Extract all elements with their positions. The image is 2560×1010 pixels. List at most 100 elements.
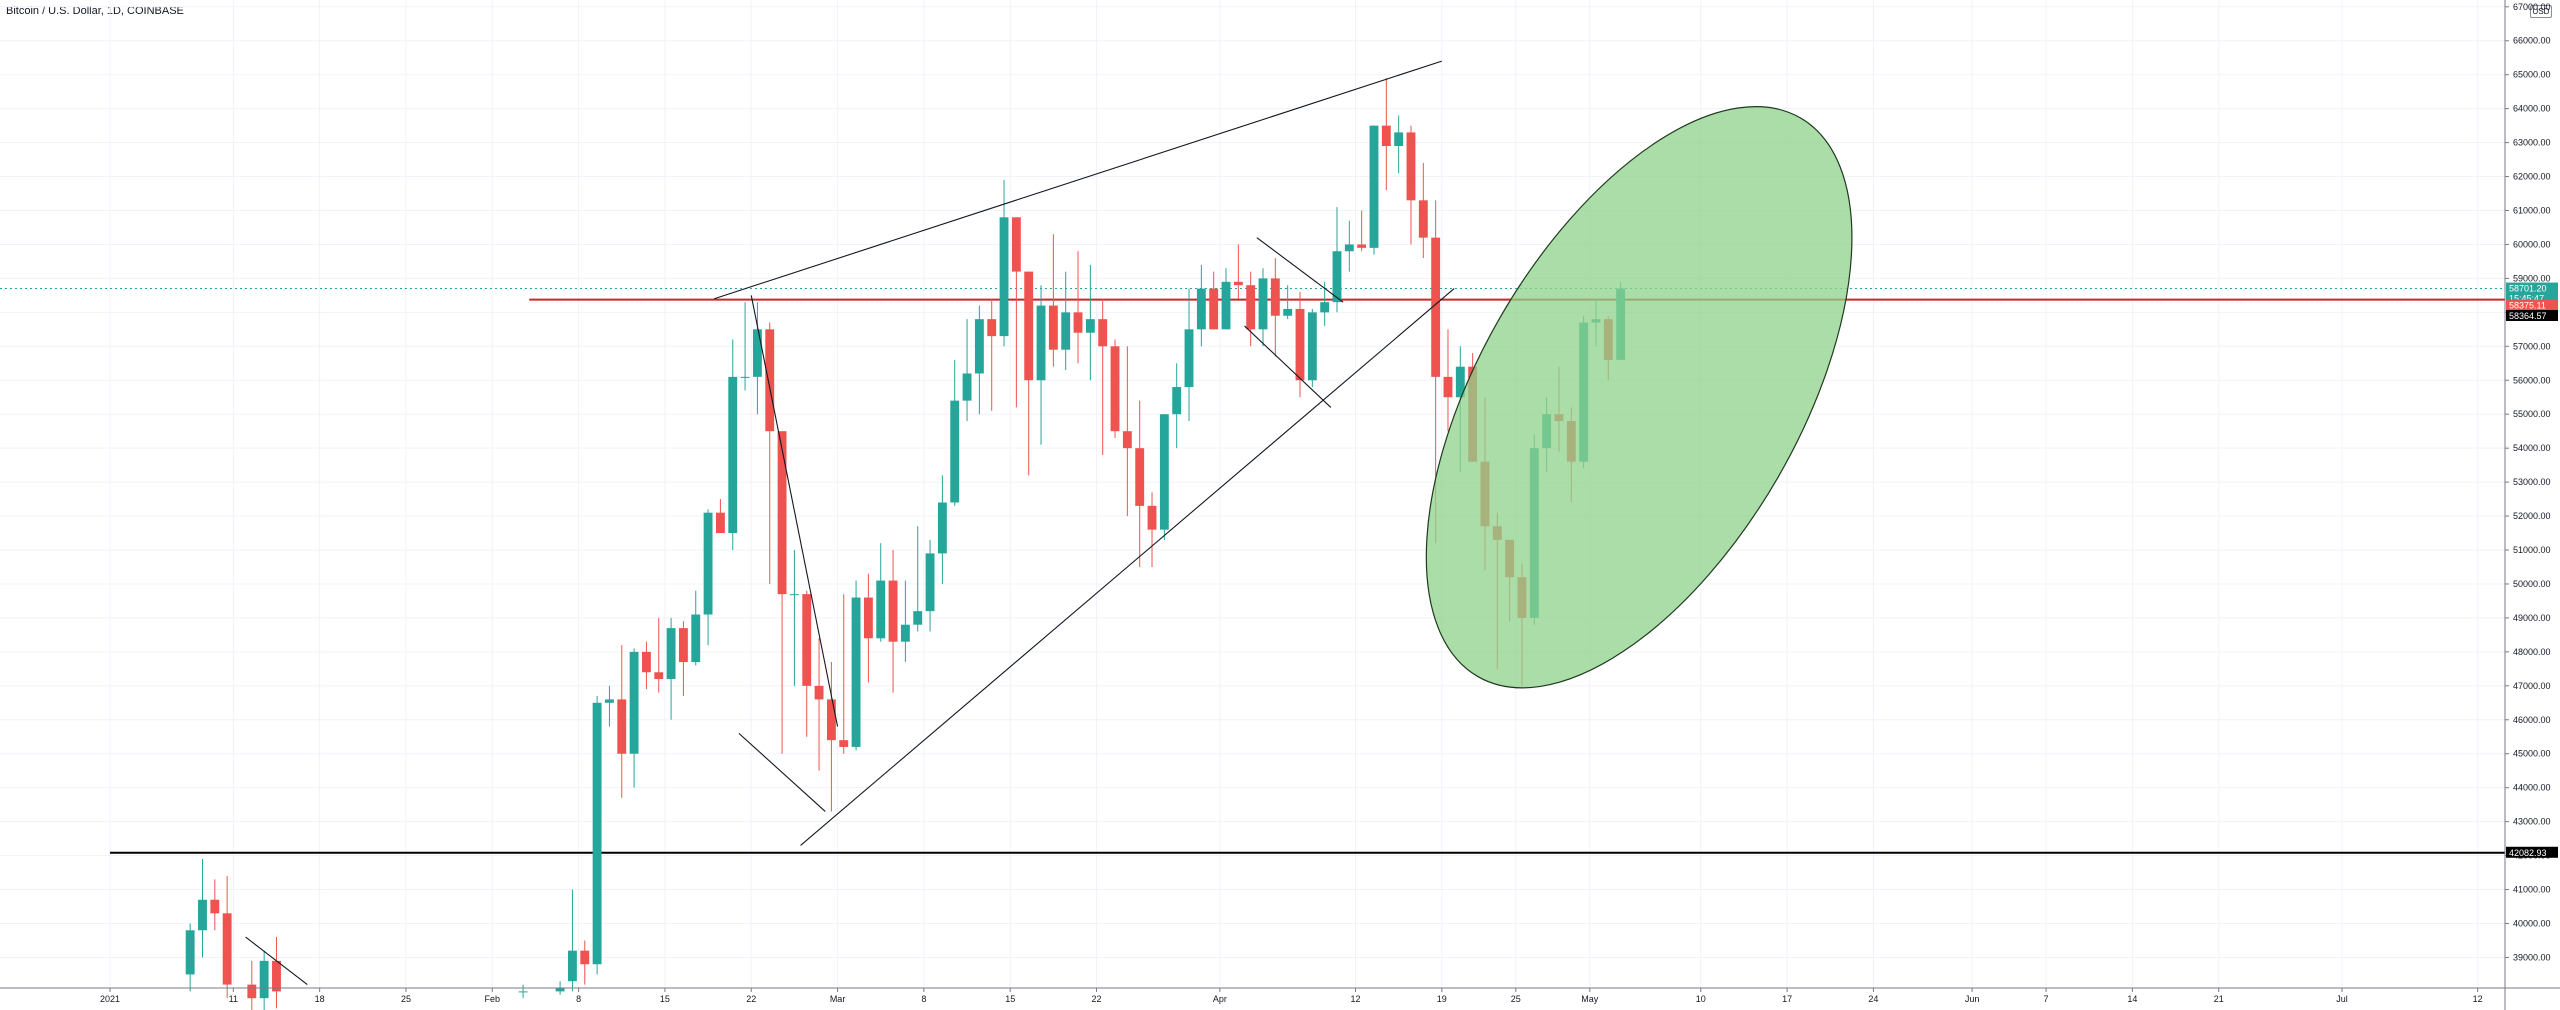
candle-body [888, 580, 898, 642]
x-tick-label: 14 [2127, 994, 2137, 1004]
trend-line [1256, 237, 1344, 303]
y-tick-label: 63000.00 [2513, 138, 2551, 148]
candle-body [913, 611, 923, 625]
candle-body [703, 512, 713, 615]
x-tick-label: Mar [830, 994, 846, 1004]
y-tick-label: 61000.00 [2513, 206, 2551, 216]
candle-body [1073, 312, 1083, 333]
candle-body [1394, 132, 1404, 146]
y-tick-label: 50000.00 [2513, 579, 2551, 589]
candle-body [210, 899, 220, 914]
x-tick-label: 2021 [100, 994, 120, 1004]
candle-body [1221, 281, 1231, 330]
y-tick-label: 57000.00 [2513, 341, 2551, 351]
candle-body [1344, 244, 1354, 252]
candle-body [863, 597, 873, 639]
candle-body [802, 594, 812, 686]
highlight-ellipse-layer [1425, 106, 1853, 689]
candle-body [740, 376, 750, 378]
y-tick-label: 65000.00 [2513, 70, 2551, 80]
candle-body [1431, 237, 1441, 377]
candle-body [1196, 288, 1206, 330]
y-tick-label: 52000.00 [2513, 511, 2551, 521]
trend-line [750, 295, 839, 727]
time-axis: 2021 11 18 25 Feb 8 15 22 Mar 8 15 22 Apr 12 19 25 May 10… [100, 988, 2483, 1004]
candle-body [567, 950, 577, 982]
x-tick-label: 8 [576, 994, 581, 1004]
candle-body [604, 699, 614, 703]
candle-body [1085, 319, 1095, 333]
x-tick-label: 12 [1350, 994, 1360, 1004]
horizontal-levels [0, 288, 2505, 854]
y-tick-label: 47000.00 [2513, 681, 2551, 691]
price-tag-label: 58364.57 [2509, 311, 2547, 321]
trend-line [1244, 325, 1332, 408]
candle-body [1122, 431, 1132, 449]
candle-body [962, 373, 972, 401]
candle-body [592, 702, 602, 965]
price-tag-bg [2506, 292, 2558, 304]
candle-body [1036, 305, 1046, 381]
y-tick-label: 48000.00 [2513, 647, 2551, 657]
candle-body [222, 913, 232, 985]
candle-body [1110, 346, 1120, 432]
candle-body [715, 512, 725, 534]
x-tick-label: 21 [2214, 994, 2224, 1004]
x-tick-label: 25 [1511, 994, 1521, 1004]
candle-body [198, 899, 207, 931]
candle-body [617, 699, 627, 754]
y-tick-label: 49000.00 [2513, 613, 2551, 623]
candle-body [789, 594, 799, 596]
x-tick-label: 17 [1782, 994, 1792, 1004]
candle-body [555, 988, 565, 992]
y-tick-label: 59000.00 [2513, 273, 2551, 283]
candle-body [259, 960, 269, 999]
candle-body [1011, 217, 1021, 272]
x-tick-label: 22 [1092, 994, 1102, 1004]
x-tick-label: 19 [1437, 994, 1447, 1004]
candle-body [641, 651, 651, 673]
candle-body [1098, 319, 1108, 347]
candle-body [728, 376, 738, 534]
price-tag-label: 42082.93 [2509, 848, 2547, 858]
x-tick-label: 8 [921, 994, 926, 1004]
x-tick-label: 10 [1696, 994, 1706, 1004]
candle-body [1270, 278, 1280, 316]
candle-body [1024, 271, 1034, 381]
x-tick-label: May [1581, 994, 1599, 1004]
currency-label[interactable]: USD [2530, 5, 2552, 18]
candle-body [999, 217, 1009, 337]
candle-body [925, 553, 935, 612]
candle-body [900, 624, 910, 642]
y-tick-label: 54000.00 [2513, 443, 2551, 453]
candle-body [876, 580, 886, 639]
candle-body [1320, 302, 1330, 313]
x-tick-label: 24 [1868, 994, 1878, 1004]
candle-body [987, 319, 997, 337]
candle-body [1184, 329, 1194, 388]
y-tick-label: 51000.00 [2513, 545, 2551, 555]
y-tick-label: 41000.00 [2513, 885, 2551, 895]
x-tick-label: 18 [315, 994, 325, 1004]
candle-body [1369, 125, 1379, 248]
trend-line [245, 936, 308, 986]
candle-body [1233, 281, 1243, 286]
candles [185, 78, 1626, 1010]
x-tick-label: 12 [2473, 994, 2483, 1004]
x-tick-label: 11 [229, 994, 238, 1004]
trend-line [714, 60, 1442, 300]
candle-body [1258, 278, 1268, 330]
candle-body [1147, 505, 1157, 530]
candle-body [654, 672, 664, 680]
candle-body [1209, 288, 1219, 330]
price-tag-bg [2506, 846, 2558, 858]
candle-body [1357, 244, 1367, 248]
y-tick-label: 60000.00 [2513, 239, 2551, 249]
candle-body [839, 740, 849, 747]
x-tick-label: 7 [2044, 994, 2049, 1004]
y-tick-label: 66000.00 [2513, 36, 2551, 46]
candle-body [272, 960, 281, 992]
y-tick-label: 62000.00 [2513, 172, 2551, 182]
